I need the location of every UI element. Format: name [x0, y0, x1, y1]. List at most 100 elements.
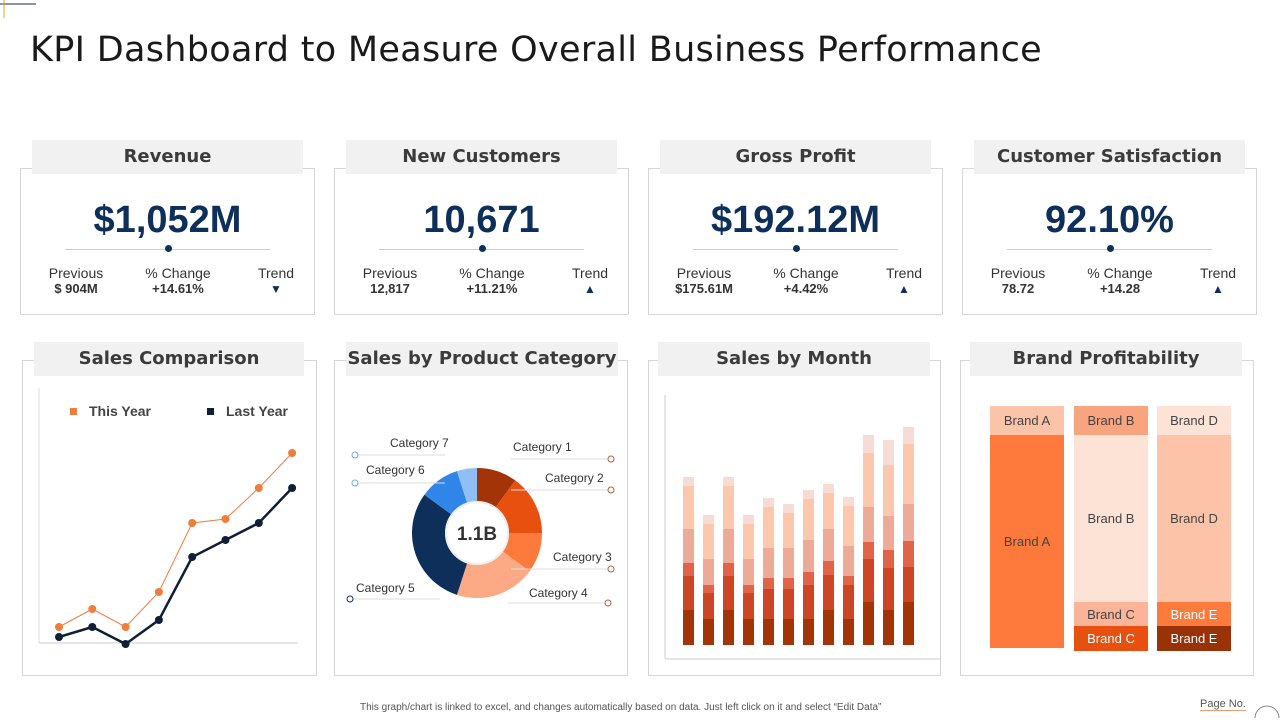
sales-by-month-title: Sales by Month — [658, 342, 930, 376]
legend-swatch-this-year — [70, 408, 77, 415]
data-point — [221, 515, 230, 523]
bar-segment — [883, 610, 894, 645]
category-label: Category 5 — [356, 581, 415, 595]
bar-segment — [903, 602, 914, 645]
data-point — [288, 449, 297, 457]
bar-segment — [703, 524, 714, 559]
data-point — [121, 623, 130, 631]
donut-slice — [456, 468, 477, 503]
trend-label: Trend — [1199, 265, 1237, 281]
trend-down-icon: ▼ — [270, 282, 282, 296]
bar-segment — [783, 548, 794, 578]
corner-decoration — [0, 0, 36, 18]
bar-segment — [683, 529, 694, 563]
bar-segment — [843, 619, 854, 645]
leader-dot — [607, 455, 615, 463]
bar-segment — [843, 506, 854, 546]
donut-slice — [412, 494, 468, 595]
trend-label: Trend — [571, 265, 609, 281]
bar-segment — [863, 507, 874, 542]
brand-block: Brand D — [1157, 435, 1231, 602]
brand-block: Brand C — [1074, 626, 1148, 651]
footer-note: This graph/chart is linked to excel, and… — [360, 702, 882, 713]
bar-segment — [823, 529, 834, 561]
bar-segment — [823, 561, 834, 575]
kpi-change: % Change +14.61% — [133, 265, 223, 296]
bar-segment — [783, 513, 794, 548]
data-point — [88, 605, 97, 613]
bar-segment — [823, 493, 834, 529]
leader-dot — [346, 595, 354, 603]
trend-label: Trend — [885, 265, 923, 281]
page-number: Page No. — [1200, 698, 1246, 711]
trend-label: Trend — [257, 265, 295, 281]
page-arc-icon — [1254, 705, 1280, 719]
sales-comparison-title: Sales Comparison — [34, 342, 304, 376]
kpi-trend: Trend ▲ — [859, 265, 949, 297]
bar-segment — [863, 559, 874, 602]
change-value: +11.21% — [466, 281, 518, 296]
divider-dot — [478, 245, 486, 252]
change-value: +14.61% — [152, 281, 204, 296]
previous-value: $175.61M — [675, 281, 733, 296]
bar-segment — [683, 486, 694, 529]
kpi-change: % Change +4.42% — [761, 265, 851, 296]
data-point — [288, 484, 297, 492]
change-label: % Change — [145, 265, 211, 281]
bar-segment — [883, 550, 894, 568]
bar-segment — [763, 498, 774, 507]
bar-segment — [903, 541, 914, 567]
bar-segment — [683, 563, 694, 576]
bar-segment — [883, 465, 894, 516]
previous-value: $ 904M — [54, 281, 98, 296]
category-label: Category 7 — [390, 436, 449, 450]
bar-segment — [863, 435, 874, 453]
bar-segment — [723, 529, 734, 563]
donut-slice — [477, 468, 516, 508]
bar-segment — [883, 568, 894, 610]
kpi-title: Customer Satisfaction — [974, 140, 1245, 174]
leader-dot — [607, 565, 615, 573]
bar-segment — [683, 610, 694, 645]
bar-segment — [763, 548, 774, 578]
category-label: Category 1 — [513, 440, 572, 454]
bar-segment — [843, 546, 854, 576]
leader-dot — [604, 599, 612, 607]
bar-segment — [743, 593, 754, 619]
change-value: +4.42% — [783, 281, 829, 296]
bar-segment — [903, 504, 914, 541]
category-label: Category 2 — [545, 471, 604, 485]
category-label: Category 4 — [529, 586, 588, 600]
donut-center-label: 1.1B — [457, 524, 497, 545]
bar-segment — [723, 486, 734, 529]
data-point — [121, 640, 130, 648]
bar-segment — [703, 619, 714, 645]
bar-segment — [843, 585, 854, 619]
kpi-change: % Change +11.21% — [447, 265, 537, 296]
change-label: % Change — [459, 265, 525, 281]
data-point — [154, 588, 163, 596]
previous-label: Previous — [676, 265, 732, 281]
bar-segment — [863, 602, 874, 645]
category-label: Category 3 — [553, 550, 612, 564]
kpi-value: 92.10% — [1045, 199, 1174, 241]
bar-segment — [703, 515, 714, 524]
bar-segment — [903, 427, 914, 444]
brand-block: Brand B — [1074, 435, 1148, 602]
kpi-previous: Previous $ 904M — [31, 265, 121, 296]
bar-segment — [703, 593, 714, 619]
bar-segment — [783, 619, 794, 645]
bar-segment — [683, 576, 694, 610]
sales-by-category-chart: 1.1B Category 1 Category 2 Category 3 Categ… — [346, 436, 615, 607]
kpi-card: $192.12M Previous $175.61M % Change +4.42%… — [648, 168, 943, 315]
bar-segment — [883, 516, 894, 550]
bar-segment — [863, 453, 874, 507]
kpi-title: New Customers — [346, 140, 617, 174]
change-value: +14.28 — [1099, 281, 1141, 296]
line-series — [58, 487, 294, 646]
legend-label-last-year: Last Year — [226, 403, 289, 419]
bar-segment — [743, 585, 754, 593]
bar-segment — [703, 559, 714, 585]
brand-block: Brand A — [990, 435, 1064, 648]
bar-segment — [803, 540, 814, 572]
